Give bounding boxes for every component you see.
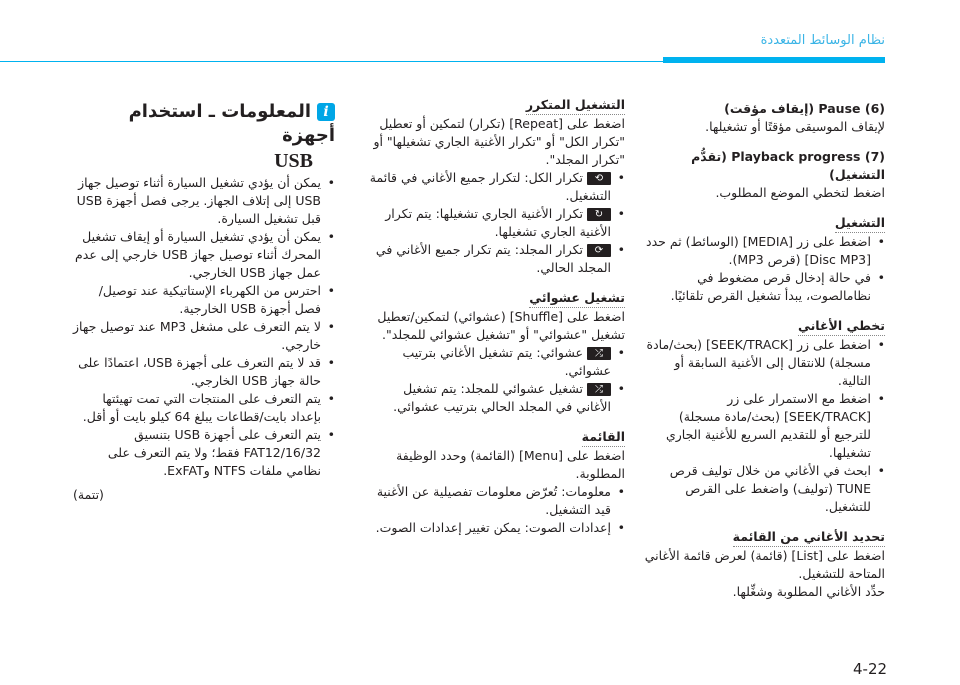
- list-item: ⤮تشغيل عشوائي للمجلد: يتم تشغيل الأغاني …: [365, 380, 625, 416]
- list-item: ابحث في الأغاني من خلال توليف قرص TUNE (…: [640, 462, 885, 516]
- shuffle-section: تشغيل عشوائي اضغط على [Shuffle] (عشوائي)…: [365, 289, 625, 416]
- progress-heading: (7) Playback progress (تقدُّم التشغيل): [691, 149, 885, 182]
- list-item-text: تشغيل عشوائي للمجلد: يتم تشغيل الأغاني ف…: [393, 381, 611, 414]
- pause-section: (6) Pause (إيقاف مؤقت) لإيقاف الموسيقى م…: [640, 100, 885, 136]
- menu-text: اضغط على [Menu] (القائمة) وحدد الوظيفة ا…: [396, 448, 625, 481]
- playing-heading: التشغيل: [834, 214, 885, 233]
- list-item: يتم التعرف على المنتجات التي تمت تهيئتها…: [73, 390, 335, 426]
- info-box: iالمعلومات ـ استخدام أجهزة USB يمكن أن ي…: [73, 100, 335, 504]
- list-item: اضغط مع الاستمرار على زر [SEEK/TRACK] (ب…: [640, 390, 885, 462]
- select-list-heading: تحديد الأغاني من القائمة: [732, 528, 885, 547]
- pause-heading: (6) Pause (إيقاف مؤقت): [724, 101, 885, 116]
- menu-section: القائمة اضغط على [Menu] (القائمة) وحدد ا…: [365, 428, 625, 537]
- playing-section: التشغيل اضغط على زر [MEDIA] (الوسائط) ثم…: [640, 214, 885, 305]
- shuffle-heading: تشغيل عشوائي: [529, 289, 625, 308]
- skipping-heading: تخطي الأغاني: [797, 317, 885, 336]
- info-title-usb: USB: [274, 150, 313, 172]
- right-column: (6) Pause (إيقاف مؤقت) لإيقاف الموسيقى م…: [640, 100, 885, 613]
- header-divider: [0, 61, 663, 62]
- list-item: يمكن أن يؤدي تشغيل السيارة أو إيقاف تشغي…: [73, 228, 335, 282]
- select-list-text-2: حدِّد الأغاني المطلوبة وشغِّلها.: [732, 584, 885, 599]
- repeat-one-icon: ↻: [587, 208, 611, 221]
- menu-heading: القائمة: [581, 428, 625, 447]
- list-item: يمكن أن يؤدي تشغيل السيارة أثناء توصيل ج…: [73, 174, 335, 228]
- repeat-all-icon: ⟲: [587, 172, 611, 185]
- page-number: 4-22: [853, 660, 888, 678]
- repeat-heading: التشغيل المتكرر: [525, 96, 625, 115]
- info-title-text: المعلومات ـ استخدام أجهزة: [128, 101, 335, 146]
- middle-column: التشغيل المتكرر اضغط على [Repeat] (تكرار…: [365, 96, 625, 549]
- list-item: اضغط على زر [SEEK/TRACK] (بحث/مادة مسجلة…: [640, 336, 885, 390]
- repeat-folder-icon: ⟳: [587, 244, 611, 257]
- list-item: لا يتم التعرف على مشغل MP3 عند توصيل جها…: [73, 318, 335, 354]
- list-item: ⟳تكرار المجلد: يتم تكرار جميع الأغاني في…: [365, 241, 625, 277]
- skipping-section: تخطي الأغاني اضغط على زر [SEEK/TRACK] (ب…: [640, 317, 885, 516]
- select-list-section: تحديد الأغاني من القائمة اضغط على [List]…: [640, 528, 885, 601]
- list-item: ↻تكرار الأغنية الجاري تشغيلها: يتم تكرار…: [365, 205, 625, 241]
- list-item-text: تكرار المجلد: يتم تكرار جميع الأغاني في …: [375, 242, 611, 275]
- progress-text: اضغط لتخطي الموضع المطلوب.: [715, 185, 885, 200]
- select-list-text: اضغط على [List] (قائمة) لعرض قائمة الأغا…: [644, 548, 885, 581]
- shuffle-icon: ⤮: [587, 347, 611, 360]
- list-item: ⟲تكرار الكل: لتكرار جميع الأغاني في قائم…: [365, 169, 625, 205]
- list-item-text: تكرار الكل: لتكرار جميع الأغاني في قائمة…: [369, 170, 611, 203]
- info-title: iالمعلومات ـ استخدام أجهزة: [73, 100, 335, 148]
- list-item: معلومات: تُعرّض معلومات تفصيلية عن الأغن…: [365, 483, 625, 519]
- list-item-text: تكرار الأغنية الجاري تشغيلها: يتم تكرار …: [385, 206, 611, 239]
- progress-section: (7) Playback progress (تقدُّم التشغيل) ا…: [640, 148, 885, 202]
- list-item: إعدادات الصوت: يمكن تغيير إعدادات الصوت.: [365, 519, 625, 537]
- list-item: احترس من الكهرباء الإستاتيكية عند توصيل/…: [73, 282, 335, 318]
- header-accent-bar: [663, 57, 885, 63]
- shuffle-text: اضغط على [Shuffle] (عشوائي) لتمكين/تعطيل…: [377, 309, 625, 342]
- section-header-title: نظام الوسائط المتعددة: [760, 33, 885, 48]
- repeat-section: التشغيل المتكرر اضغط على [Repeat] (تكرار…: [365, 96, 625, 277]
- list-item: قد لا يتم التعرف على أجهزة USB، اعتمادًا…: [73, 354, 335, 390]
- list-item: يتم التعرف على أجهزة USB بتنسيق FAT12/16…: [73, 426, 335, 480]
- info-icon: i: [317, 103, 335, 121]
- repeat-text: اضغط على [Repeat] (تكرار) لتمكين أو تعطي…: [373, 116, 625, 167]
- shuffle-folder-icon: ⤮: [587, 383, 611, 396]
- list-item: ⤮عشوائي: يتم تشغيل الأغاني بترتيب عشوائي…: [365, 344, 625, 380]
- list-item: اضغط على زر [MEDIA] (الوسائط) ثم حدد [Di…: [640, 233, 885, 269]
- continued-note: (تتمة): [73, 487, 104, 502]
- list-item: في حالة إدخال قرص مضغوط في نظامالصوت، يب…: [640, 269, 885, 305]
- list-item-text: عشوائي: يتم تشغيل الأغاني بترتيب عشوائي.: [402, 345, 611, 378]
- pause-text: لإيقاف الموسيقى مؤقتًا أو تشغيلها.: [705, 119, 885, 134]
